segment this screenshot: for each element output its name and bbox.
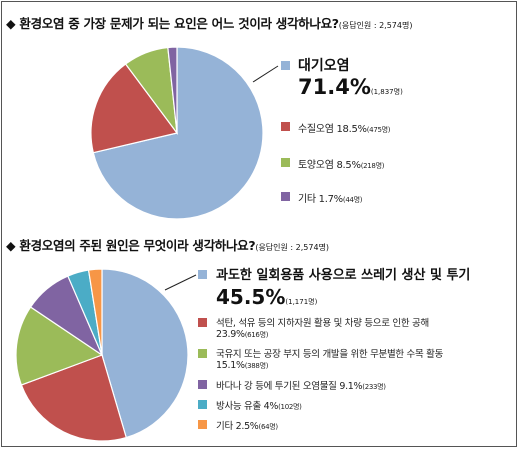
chart2-legend-label-1: 석탄, 석유 등의 지하자원 활용 및 차량 등으로 인한 공해 23.9%(61… [216,318,429,340]
chart2-legend-swatch-5 [198,420,207,429]
chart2-legend-label-2: 국유지 또는 공장 부지 등의 개발을 위한 무분별한 수목 활동 15.1%(3… [216,349,444,371]
chart1-legend-label-3: 기타 1.7%(44명) [298,194,363,205]
chart2-legend-label-5: 기타 2.5%(64명) [216,421,278,432]
chart1-big-value: 71.4%(1,837명) [298,75,403,99]
chart1-respondents: (응답인원 : 2,574명) [338,21,413,30]
chart2-legend-label-0: 과도한 일회용품 사용으로 쓰레기 생산 및 투기 [216,268,471,283]
chart2-legend-label-3: 바다나 강 등에 투기된 오염물질 9.1%(233명) [216,381,386,392]
chart2-big-value: 45.5%(1,171명) [216,285,318,309]
chart2-legend-swatch-2 [198,349,207,358]
chart1-legend-swatch-1 [281,122,290,131]
chart2-legend-swatch-3 [198,380,207,389]
chart1-legend-label-2: 토양오염 8.5%(218명) [298,160,385,171]
chart1-legend-swatch-3 [281,192,290,201]
chart1-legend-label-0: 대기오염 [298,58,350,74]
chart1-legend-label-1: 수질오염 18.5%(475명) [298,124,391,135]
chart2-title: ◆ 환경오염의 주된 원인은 무엇이라 생각하나요?(응답인원 : 2,574명… [6,238,330,253]
chart2-legend-swatch-4 [198,400,207,409]
chart1-legend-swatch-2 [281,158,290,167]
chart1-legend-swatch-0 [281,61,290,70]
chart2-legend-swatch-1 [198,318,207,327]
chart2-respondents: (응답인원 : 2,574명) [255,243,330,252]
chart2-legend-swatch-0 [198,270,207,279]
chart2-legend-label-4: 방사능 유출 4%(102명) [216,401,302,412]
chart1-title: ◆ 환경오염 중 가장 문제가 되는 요인은 어느 것이라 생각하나요?(응답인… [6,16,413,31]
